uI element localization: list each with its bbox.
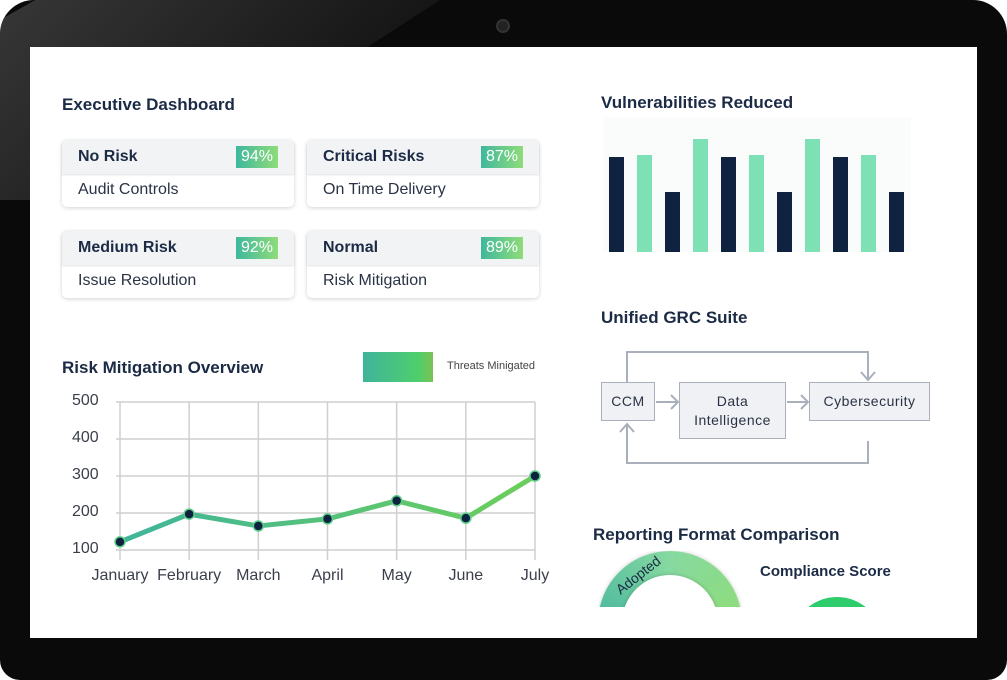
bar <box>889 192 904 252</box>
legend-label: Threats Minigated <box>447 360 536 372</box>
reporting-title: Reporting Format Comparison <box>593 525 840 544</box>
data-point <box>390 495 403 507</box>
metric-card: No Risk 94% Audit Controls <box>62 140 294 207</box>
card-header: No Risk 94% <box>62 140 294 174</box>
metric-card: Normal 89% Risk Mitigation <box>307 231 539 298</box>
compliance-title: Compliance Score <box>760 563 891 580</box>
card-subtitle: On Time Delivery <box>323 181 446 198</box>
bar <box>637 155 652 252</box>
x-tick-label: February <box>157 567 222 584</box>
webcam-icon <box>496 19 510 33</box>
data-point <box>252 520 265 532</box>
grc-title: Unified GRC Suite <box>601 308 748 327</box>
bar <box>665 192 680 252</box>
y-tick-label: 500 <box>72 392 99 409</box>
card-title: Medium Risk <box>78 239 177 256</box>
card-subtitle: Risk Mitigation <box>323 272 428 289</box>
bar <box>721 157 736 252</box>
grc-connectors <box>619 351 876 464</box>
legend-swatch <box>363 352 433 382</box>
card-subtitle: Issue Resolution <box>78 272 197 289</box>
card-title: No Risk <box>78 148 138 165</box>
bar <box>749 155 764 252</box>
x-tick-label: March <box>236 567 281 584</box>
adopted-ring-chart: Adopted <box>598 551 742 607</box>
y-tick-label: 200 <box>72 503 99 520</box>
data-intelligence-node: Data Intelligence <box>679 382 786 439</box>
card-header: Critical Risks 87% <box>307 140 539 174</box>
cybersecurity-node: Cybersecurity <box>809 382 930 421</box>
card-percent-badge: 92% <box>235 237 278 259</box>
bar <box>609 157 624 252</box>
x-tick-label: April <box>311 567 344 584</box>
data-point <box>529 470 541 482</box>
bar <box>833 157 848 252</box>
data-point <box>114 536 126 548</box>
card-title: Normal <box>323 239 379 256</box>
compliance-gauge <box>791 597 883 607</box>
card-subtitle: Audit Controls <box>78 181 179 198</box>
card-title: Critical Risks <box>323 148 425 165</box>
bar <box>861 155 876 252</box>
bar <box>777 192 792 252</box>
data-point <box>321 513 334 525</box>
x-tick-label: July <box>520 567 550 584</box>
x-tick-label: June <box>448 567 484 584</box>
data-point <box>183 508 195 520</box>
line-chart <box>114 401 541 560</box>
card-percent-badge: 89% <box>480 237 523 259</box>
card-percent-badge: 94% <box>235 146 278 168</box>
x-tick-label: January <box>91 567 149 584</box>
x-tick-label: May <box>381 567 412 584</box>
bar <box>805 139 820 252</box>
metric-card: Medium Risk 92% Issue Resolution <box>62 231 294 298</box>
bar-chart-title: Vulnerabilities Reduced <box>601 93 794 112</box>
y-tick-label: 400 <box>72 429 99 446</box>
ccm-node: CCM <box>601 382 655 421</box>
card-header: Medium Risk 92% <box>62 231 294 265</box>
bar <box>693 139 708 252</box>
y-tick-label: 100 <box>72 540 99 557</box>
card-header: Normal 89% <box>307 231 539 265</box>
screen-bottom <box>30 607 977 638</box>
screen: Executive Dashboard No Risk 94% Audit Cont… <box>30 47 977 638</box>
line-chart-title: Risk Mitigation Overview <box>62 358 264 377</box>
dashboard-title: Executive Dashboard <box>62 95 235 114</box>
bar-chart <box>603 117 911 252</box>
y-tick-label: 300 <box>72 466 99 483</box>
metric-card: Critical Risks 87% On Time Delivery <box>307 140 539 207</box>
data-point <box>460 512 472 524</box>
card-percent-badge: 87% <box>480 146 523 168</box>
